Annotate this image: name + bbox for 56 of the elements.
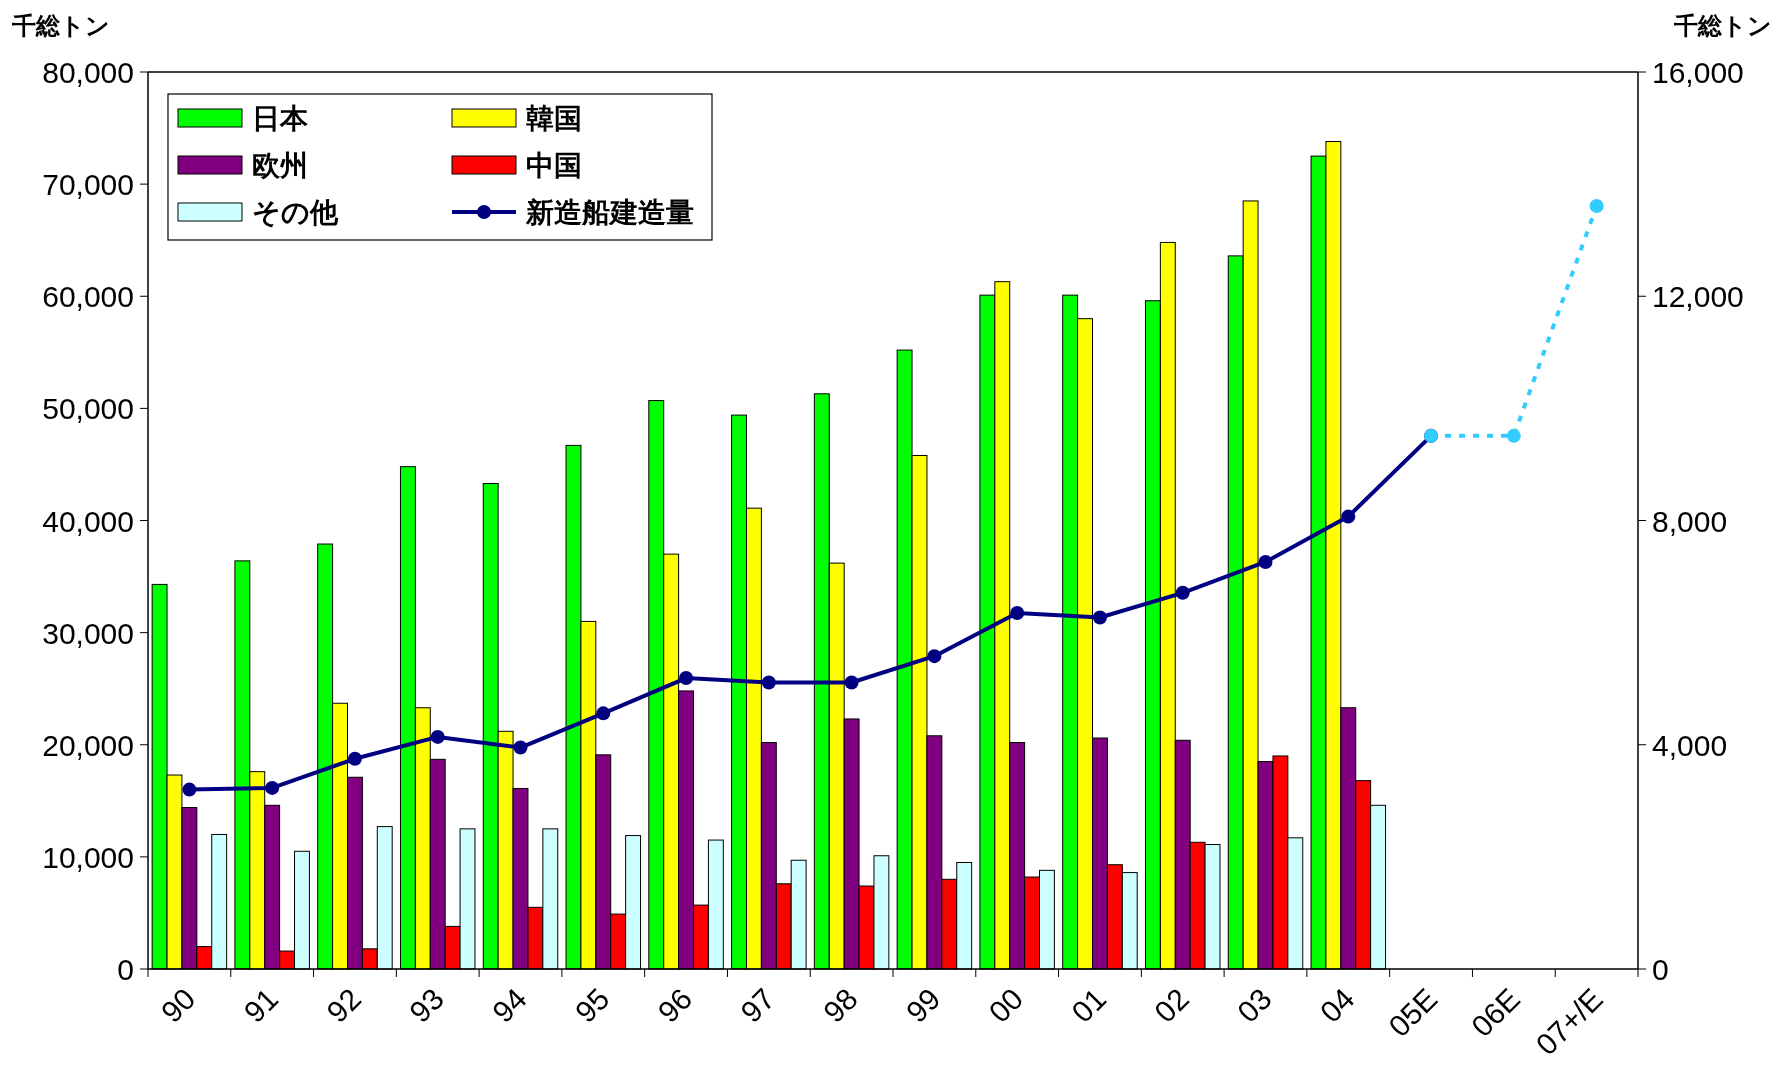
point — [265, 780, 280, 795]
point — [1341, 509, 1356, 524]
x-tick-label: 90 — [154, 981, 202, 1029]
point — [1010, 606, 1025, 620]
y-tick-label: 0 — [117, 953, 134, 986]
x-tick-label: 04 — [1313, 981, 1361, 1029]
x-tick-label: 03 — [1230, 981, 1278, 1029]
y-tick-label: 70,000 — [42, 168, 134, 202]
y2-tick-label: 4,000 — [1652, 728, 1728, 762]
x-tick-label: 95 — [568, 981, 616, 1029]
y-tick-label: 40,000 — [42, 504, 134, 538]
x-tick-label: 91 — [237, 981, 285, 1029]
x-tick-label: 96 — [651, 981, 699, 1029]
y2-tick-label: 16,000 — [1652, 56, 1744, 89]
point — [927, 649, 942, 664]
y2-tick-label: 8,000 — [1652, 504, 1728, 538]
legend-label: 欧州 — [252, 150, 308, 181]
y-tick-label: 80,000 — [42, 56, 134, 89]
legend-label: 日本 — [252, 103, 309, 134]
x-tick-label: 00 — [982, 981, 1030, 1029]
point — [1506, 428, 1521, 443]
x-tick-label: 94 — [485, 981, 533, 1029]
point — [1175, 585, 1190, 600]
legend-label: 中国 — [526, 150, 582, 181]
y2-axis-title: 千総トン — [1673, 12, 1772, 39]
point — [430, 729, 445, 744]
x-tick-label: 93 — [403, 981, 450, 1029]
legend-label: その他 — [252, 197, 339, 228]
point — [347, 751, 362, 766]
point — [844, 675, 859, 690]
y-tick-label: 30,000 — [42, 616, 134, 650]
x-tick-label: 98 — [816, 981, 864, 1029]
y-tick-label: 10,000 — [42, 840, 134, 874]
y-tick-label: 50,000 — [42, 392, 134, 426]
point — [182, 782, 197, 797]
y-axis-title: 千総トン — [11, 12, 110, 39]
x-tick-label: 01 — [1065, 981, 1113, 1029]
x-tick-label: 05E — [1382, 981, 1444, 1043]
x-tick-label: 97 — [734, 981, 782, 1029]
x-tick-label: 92 — [320, 981, 368, 1029]
point — [679, 671, 694, 686]
x-tick-label: 02 — [1148, 981, 1195, 1029]
y2-tick-label: 12,000 — [1652, 280, 1744, 314]
point — [1258, 554, 1273, 569]
point — [596, 706, 611, 721]
point — [761, 675, 776, 690]
point — [513, 740, 528, 755]
legend-label: 韓国 — [526, 103, 582, 134]
y2-tick-label: 0 — [1652, 953, 1669, 986]
y-tick-label: 20,000 — [42, 728, 134, 762]
y-tick-label: 60,000 — [42, 280, 134, 314]
point — [1092, 610, 1107, 625]
legend-label: 新造船建造量 — [525, 197, 694, 228]
x-tick-label: 06E — [1464, 981, 1527, 1043]
x-tick-label: 99 — [899, 981, 947, 1029]
point — [1589, 198, 1604, 213]
